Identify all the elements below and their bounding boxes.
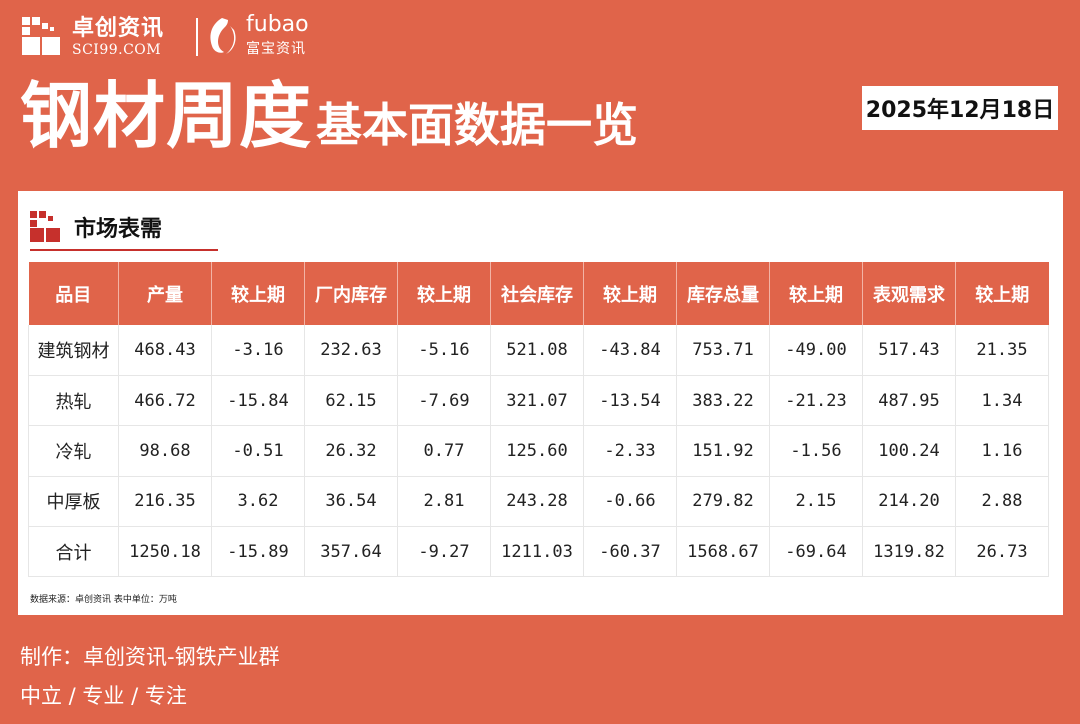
- table-header-cell: 较上期: [211, 262, 305, 325]
- footer-slogan: 中立 / 专业 / 专注: [20, 684, 187, 708]
- section-mosaic-icon: [30, 211, 62, 243]
- table-cell: 279.82: [676, 476, 770, 528]
- table-header-cell: 厂内库存: [304, 262, 398, 325]
- table-cell: -0.51: [211, 425, 305, 477]
- table-cell: 1319.82: [862, 526, 956, 578]
- table-cell: -49.00: [769, 325, 863, 376]
- table-cell: 26.73: [955, 526, 1049, 578]
- table-cell: -5.16: [397, 325, 491, 376]
- table-cell: 125.60: [490, 425, 584, 477]
- table-cell: -15.84: [211, 375, 305, 427]
- table-header-row: 品目 产量 较上期 厂内库存 较上期 社会库存 较上期 库存总量 较上期 表观需求 较上期: [28, 262, 1049, 325]
- table-cell: 357.64: [304, 526, 398, 578]
- table-cell: 1211.03: [490, 526, 584, 578]
- row-label: 热轧: [28, 375, 119, 427]
- table-cell: 2.15: [769, 476, 863, 528]
- table-cell: -1.56: [769, 425, 863, 477]
- row-label: 建筑钢材: [28, 325, 119, 376]
- footer-credit: 制作：卓创资讯-钢铁产业群: [20, 645, 280, 669]
- table-cell: -43.84: [583, 325, 677, 376]
- table-cell: -2.33: [583, 425, 677, 477]
- table-header-cell: 品目: [28, 262, 119, 325]
- table-header-cell: 较上期: [955, 262, 1049, 325]
- table-cell: 214.20: [862, 476, 956, 528]
- table-header-cell: 库存总量: [676, 262, 770, 325]
- table-cell: 21.35: [955, 325, 1049, 376]
- table-cell: -15.89: [211, 526, 305, 578]
- table-cell: -0.66: [583, 476, 677, 528]
- table-cell: 151.92: [676, 425, 770, 477]
- data-card: 市场表需 品目 产量 较上期 厂内库存 较上期 社会库存 较上期 库存总量 较上期 表观需求 较上期…: [18, 191, 1063, 615]
- table-cell: 243.28: [490, 476, 584, 528]
- table-cell: 36.54: [304, 476, 398, 528]
- table-cell: 753.71: [676, 325, 770, 376]
- table-cell: 0.77: [397, 425, 491, 477]
- fubao-logo-cn: 富宝资讯: [246, 41, 306, 57]
- steel-data-table: 品目 产量 较上期 厂内库存 较上期 社会库存 较上期 库存总量 较上期 表观需求 较上期 建筑钢材…: [28, 262, 1049, 578]
- sci99-logo-en: SCI99.COM: [72, 41, 162, 58]
- table-header-cell: 产量: [118, 262, 212, 325]
- fubao-logo-en: fubao: [246, 12, 309, 37]
- table-header-cell: 较上期: [769, 262, 863, 325]
- table-cell: 383.22: [676, 375, 770, 427]
- sci99-logo: 卓创资讯 SCI99.COM: [22, 14, 164, 60]
- row-label: 冷轧: [28, 425, 119, 477]
- sci99-logo-icon: [22, 17, 66, 57]
- table-cell: 1568.67: [676, 526, 770, 578]
- table-cell: 100.24: [862, 425, 956, 477]
- date-badge: 2025年12月18日: [862, 86, 1058, 130]
- table-row: 热轧 466.72 -15.84 62.15 -7.69 321.07 -13.54 383.…: [28, 375, 1049, 427]
- table-cell: -7.69: [397, 375, 491, 427]
- table-cell: 26.32: [304, 425, 398, 477]
- table-cell: 487.95: [862, 375, 956, 427]
- row-label: 中厚板: [28, 476, 119, 528]
- sci99-logo-cn: 卓创资讯: [72, 15, 165, 41]
- table-cell: 2.88: [955, 476, 1049, 528]
- table-row: 合计 1250.18 -15.89 357.64 -9.27 1211.03 -60.37 1…: [28, 526, 1049, 578]
- table-cell: 3.62: [211, 476, 305, 528]
- title-main: 钢材周度: [20, 74, 313, 158]
- table-cell: 98.68: [118, 425, 212, 477]
- table-row: 冷轧 98.68 -0.51 26.32 0.77 125.60 -2.33 151.92 -1…: [28, 425, 1049, 477]
- section-title: 市场表需: [74, 217, 163, 242]
- table-cell: 468.43: [118, 325, 212, 376]
- table-cell: 517.43: [862, 325, 956, 376]
- table-cell: 466.72: [118, 375, 212, 427]
- table-header-cell: 社会库存: [490, 262, 584, 325]
- table-header-cell: 较上期: [397, 262, 491, 325]
- table-cell: -60.37: [583, 526, 677, 578]
- table-cell: 321.07: [490, 375, 584, 427]
- title-sub: 基本面数据一览: [316, 98, 639, 152]
- logo-divider: [196, 18, 198, 56]
- table-cell: 216.35: [118, 476, 212, 528]
- fubao-logo: fubao 富宝资讯: [204, 14, 309, 58]
- table-cell: 232.63: [304, 325, 398, 376]
- table-cell: 2.81: [397, 476, 491, 528]
- section-underline: [30, 249, 218, 251]
- row-label: 合计: [28, 526, 119, 578]
- table-header-cell: 表观需求: [862, 262, 956, 325]
- table-cell: -9.27: [397, 526, 491, 578]
- table-cell: 1250.18: [118, 526, 212, 578]
- table-cell: -3.16: [211, 325, 305, 376]
- table-cell: -69.64: [769, 526, 863, 578]
- table-row: 建筑钢材 468.43 -3.16 232.63 -5.16 521.08 -43.84 75…: [28, 325, 1049, 376]
- fubao-logo-icon: [210, 18, 236, 54]
- table-cell: 62.15: [304, 375, 398, 427]
- table-header-cell: 较上期: [583, 262, 677, 325]
- table-cell: 521.08: [490, 325, 584, 376]
- table-cell: 1.16: [955, 425, 1049, 477]
- section-header: 市场表需: [30, 211, 162, 243]
- table-cell: 1.34: [955, 375, 1049, 427]
- table-cell: -21.23: [769, 375, 863, 427]
- table-cell: -13.54: [583, 375, 677, 427]
- footnote: 数据来源：卓创资讯 表中单位：万吨: [30, 595, 177, 605]
- page-title: 钢材周度 基本面数据一览: [20, 80, 638, 152]
- table-row: 中厚板 216.35 3.62 36.54 2.81 243.28 -0.66 279.82 2…: [28, 476, 1049, 528]
